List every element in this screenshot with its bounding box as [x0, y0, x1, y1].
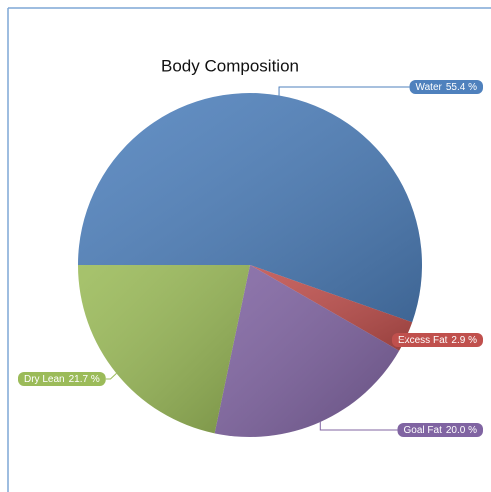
data-label: Excess Fat 2.9 %: [398, 335, 477, 346]
data-label: Dry Lean 21.7 %: [24, 374, 100, 385]
label-category: Water: [416, 82, 443, 93]
chart-title: Body Composition: [161, 56, 299, 75]
label-category: Dry Lean: [24, 374, 65, 385]
slice-shade: [78, 93, 422, 323]
data-label-group: Excess Fat 2.9 %: [391, 333, 483, 347]
data-label-group: Goal Fat 20.0 %: [397, 423, 483, 437]
label-pill: [391, 333, 483, 347]
data-label-group: Dry Lean 21.7 %: [18, 372, 106, 386]
leader-line: [319, 421, 398, 431]
leader-line: [391, 336, 407, 341]
leader-line: [278, 86, 410, 96]
label-category: Goal Fat: [404, 425, 443, 436]
label-pill: [18, 372, 106, 386]
label-value: 2.9 %: [451, 335, 477, 346]
label-value: 20.0 %: [446, 425, 477, 436]
data-label: Water 55.4 %: [416, 82, 478, 93]
slice-shade: [78, 265, 250, 434]
slice-shade: [250, 265, 413, 351]
label-value: 21.7 %: [69, 374, 100, 385]
label-pill: [409, 80, 483, 94]
label-pill: [397, 423, 483, 437]
slice-shade: [214, 265, 400, 438]
data-label-group: Water 55.4 %: [409, 80, 483, 94]
data-label: Goal Fat 20.0 %: [404, 425, 478, 436]
label-value: 55.4 %: [446, 82, 477, 93]
leader-line: [105, 373, 117, 380]
label-category: Excess Fat: [398, 335, 448, 346]
